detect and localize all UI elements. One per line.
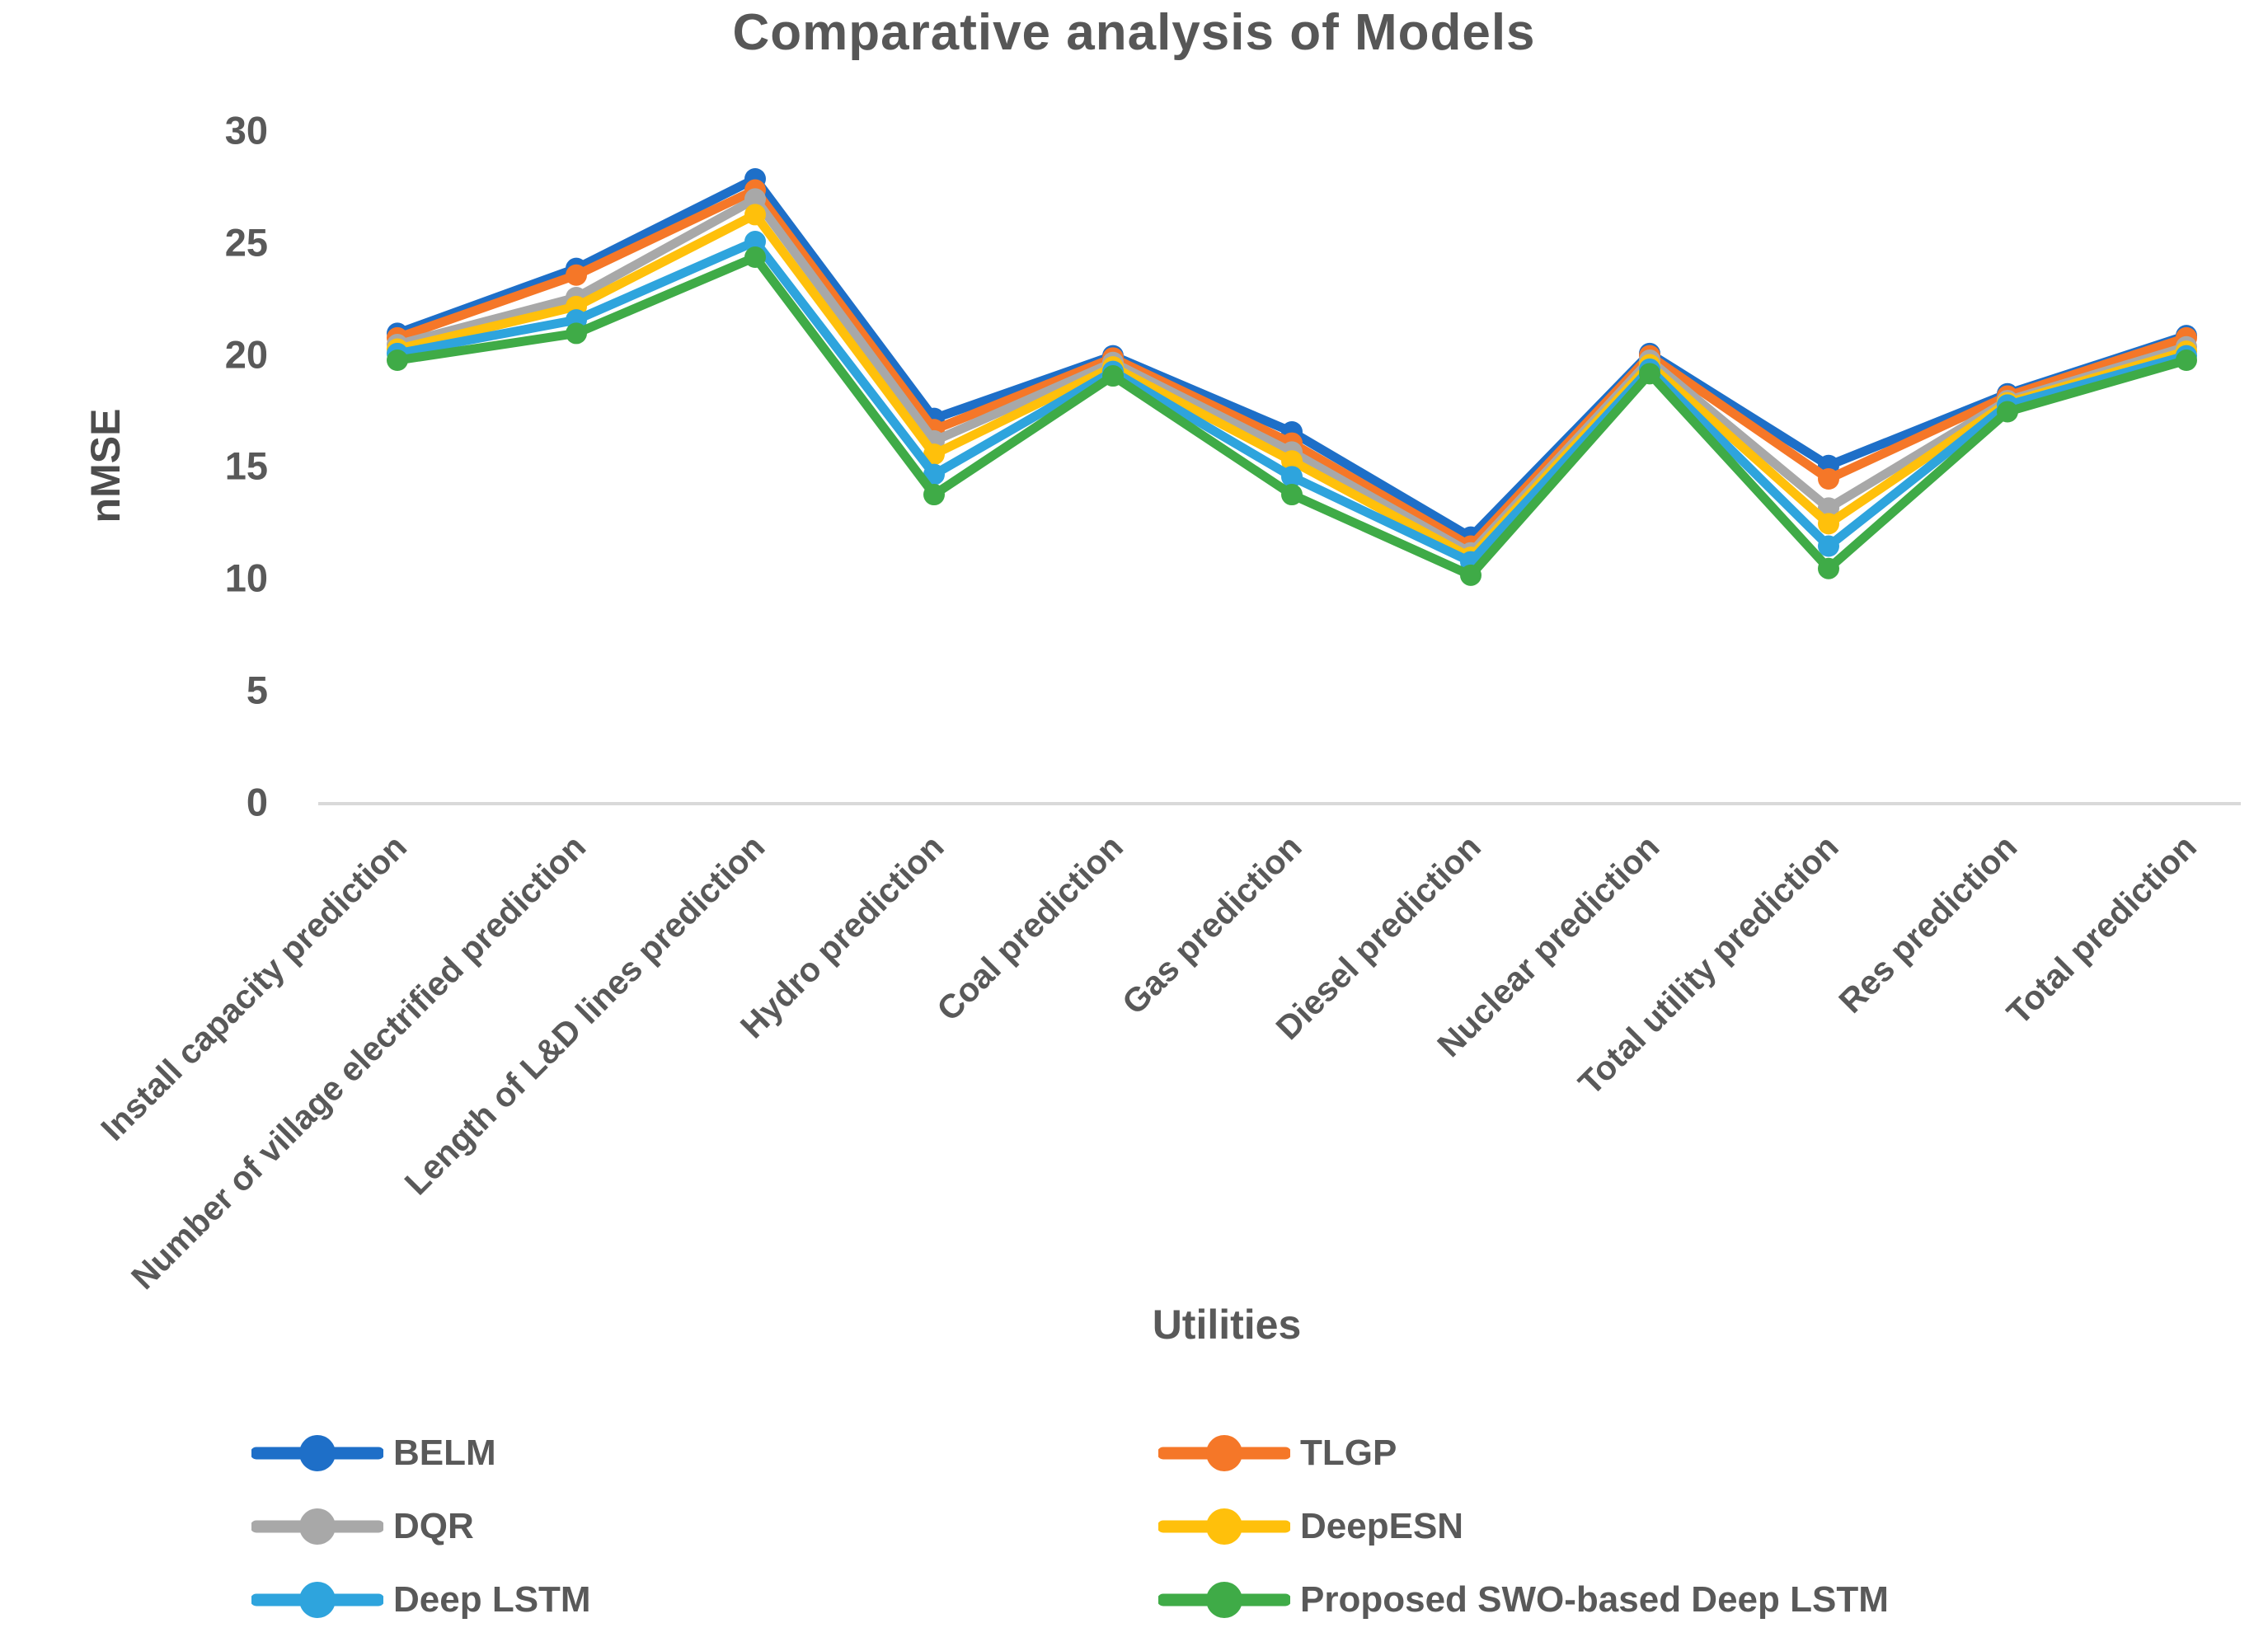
data-point-tlgp xyxy=(1818,468,1839,490)
data-point-proposed-swo-based-deep-lstm xyxy=(1281,484,1303,506)
data-point-proposed-swo-based-deep-lstm xyxy=(1102,365,1124,387)
data-point-deepesn xyxy=(923,443,945,466)
data-point-deep-lstm xyxy=(1818,535,1839,557)
y-tick-label-25: 25 xyxy=(224,220,268,265)
series-line-proposed-swo-based-deep-lstm xyxy=(392,252,2191,580)
data-point-dqr xyxy=(744,188,766,210)
legend-label: DQR xyxy=(393,1506,474,1546)
chart-title: Comparative analysis of Models xyxy=(732,4,1536,61)
legend-line-marker-icon xyxy=(251,1435,383,1471)
legend-line-marker-icon xyxy=(251,1582,383,1618)
data-point-deepesn xyxy=(1281,450,1303,472)
legend-item-belm: BELM xyxy=(251,1430,496,1476)
legend-item-proposed-swo-based-deep-lstm: Proposed SWO-based Deep LSTM xyxy=(1158,1577,1889,1623)
y-tick-label-20: 20 xyxy=(224,331,268,376)
data-point-proposed-swo-based-deep-lstm xyxy=(1818,557,1839,579)
data-point-deepesn xyxy=(744,204,766,226)
legend-line-marker-icon xyxy=(1158,1582,1290,1618)
series-line-deepesn xyxy=(392,209,2191,562)
series-line-deep-lstm xyxy=(392,237,2191,567)
y-tick-label-5: 5 xyxy=(246,668,268,712)
legend-label: BELM xyxy=(393,1433,496,1473)
data-point-deep-lstm xyxy=(744,231,766,253)
legend-marker xyxy=(299,1582,336,1618)
data-point-deepesn xyxy=(1818,513,1839,535)
y-tick-label-0: 0 xyxy=(246,780,268,824)
x-axis-title: Utilities xyxy=(1152,1302,1302,1348)
data-point-proposed-swo-based-deep-lstm xyxy=(1997,401,2018,423)
legend-line-marker-icon xyxy=(251,1508,383,1545)
data-point-proposed-swo-based-deep-lstm xyxy=(923,484,945,506)
y-tick-label-15: 15 xyxy=(224,443,268,488)
legend-marker xyxy=(299,1435,336,1471)
legend-marker xyxy=(1206,1508,1242,1545)
data-point-proposed-swo-based-deep-lstm xyxy=(2176,349,2197,372)
y-tick-label-10: 10 xyxy=(224,556,268,600)
legend-item-deep-lstm: Deep LSTM xyxy=(251,1577,591,1623)
legend-label: DeepESN xyxy=(1300,1506,1464,1546)
legend-marker xyxy=(299,1508,336,1545)
legend-line-marker-icon xyxy=(1158,1508,1290,1545)
legend-marker xyxy=(1206,1582,1242,1618)
legend-label: TLGP xyxy=(1300,1433,1397,1473)
data-point-proposed-swo-based-deep-lstm xyxy=(566,322,587,345)
legend-item-deepesn: DeepESN xyxy=(1158,1503,1463,1550)
legend-marker xyxy=(1206,1435,1242,1471)
legend-item-dqr: DQR xyxy=(251,1503,474,1550)
legend-label: Proposed SWO-based Deep LSTM xyxy=(1300,1579,1889,1620)
data-point-deep-lstm xyxy=(1281,466,1303,488)
y-tick-label-30: 30 xyxy=(224,108,268,152)
data-point-proposed-swo-based-deep-lstm xyxy=(744,246,766,269)
data-point-proposed-swo-based-deep-lstm xyxy=(1639,363,1660,385)
data-point-tlgp xyxy=(566,264,587,286)
legend-item-tlgp: TLGP xyxy=(1158,1430,1397,1476)
data-point-proposed-swo-based-deep-lstm xyxy=(1460,564,1481,586)
legend-label: Deep LSTM xyxy=(393,1579,591,1620)
data-point-proposed-swo-based-deep-lstm xyxy=(387,349,408,372)
data-point-deep-lstm xyxy=(923,463,945,485)
legend-line-marker-icon xyxy=(1158,1435,1290,1471)
